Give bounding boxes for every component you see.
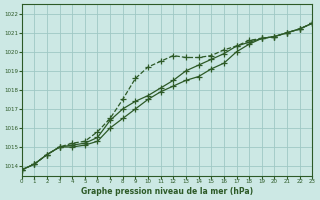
- X-axis label: Graphe pression niveau de la mer (hPa): Graphe pression niveau de la mer (hPa): [81, 187, 253, 196]
